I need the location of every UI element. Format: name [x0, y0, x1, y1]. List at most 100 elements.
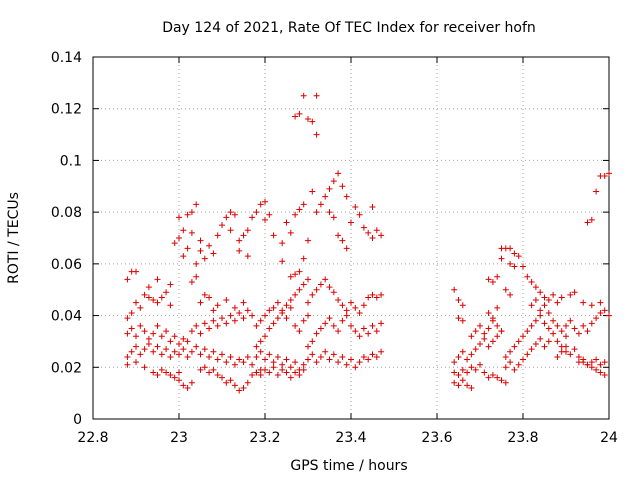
data-point	[270, 320, 277, 327]
data-point	[300, 201, 307, 208]
data-point	[188, 348, 195, 355]
data-point	[270, 364, 277, 371]
data-point	[167, 338, 174, 345]
data-point	[184, 245, 191, 252]
data-point	[352, 203, 359, 210]
data-point	[537, 307, 544, 314]
data-point	[537, 289, 544, 296]
data-point	[477, 341, 483, 348]
data-point	[494, 304, 501, 311]
data-point	[472, 366, 479, 373]
data-point	[150, 348, 157, 355]
data-point	[210, 348, 217, 355]
data-point	[550, 291, 557, 298]
data-point	[253, 322, 260, 329]
data-point	[240, 384, 247, 391]
data-point	[326, 356, 333, 363]
data-point	[305, 237, 311, 244]
data-point	[171, 240, 178, 247]
data-point	[593, 356, 600, 363]
data-point	[606, 312, 612, 319]
data-point	[133, 359, 139, 366]
data-point	[563, 322, 569, 329]
data-point	[580, 299, 587, 306]
data-point	[528, 346, 535, 353]
data-point	[537, 335, 544, 342]
data-point	[145, 294, 152, 301]
data-point	[137, 322, 144, 329]
data-point	[223, 359, 230, 366]
x-axis-label: GPS time / hours	[290, 458, 407, 474]
data-point	[274, 299, 281, 306]
y-tick-label: 0.1	[60, 153, 82, 169]
data-point	[223, 297, 230, 304]
data-point	[180, 335, 187, 342]
data-point	[593, 366, 600, 373]
axis-ticks: 22.8 23 23.2 23.4 23.6 23.8 24 0 0.02 0.04 0.06 0.0…	[51, 50, 618, 446]
data-point	[481, 330, 488, 337]
data-point	[558, 348, 565, 355]
data-point	[498, 255, 505, 262]
data-point	[455, 315, 462, 322]
data-point	[231, 211, 238, 218]
data-point	[588, 216, 595, 223]
data-point	[145, 284, 152, 291]
data-point	[133, 343, 139, 350]
data-point	[335, 297, 342, 304]
data-point	[485, 325, 492, 332]
data-point	[597, 369, 604, 376]
data-point	[292, 113, 299, 120]
data-point	[193, 201, 200, 208]
data-point	[558, 328, 565, 335]
data-point	[150, 369, 157, 376]
data-point	[253, 343, 260, 350]
data-point	[343, 245, 350, 252]
data-point	[365, 356, 372, 363]
data-point	[180, 382, 187, 389]
data-point	[317, 353, 324, 360]
data-point	[197, 330, 204, 337]
data-point	[322, 348, 329, 355]
data-point	[352, 328, 359, 335]
data-point	[171, 333, 178, 340]
data-point	[137, 351, 144, 358]
data-point	[520, 356, 526, 363]
data-point	[373, 353, 380, 360]
data-point	[558, 294, 565, 301]
data-point	[326, 315, 333, 322]
data-point	[575, 353, 582, 360]
data-point	[133, 299, 139, 306]
data-point	[257, 201, 264, 208]
y-tick-label: 0.04	[51, 309, 82, 325]
data-point	[515, 361, 522, 368]
data-point	[296, 328, 303, 335]
data-point	[133, 333, 139, 340]
data-point	[154, 299, 161, 306]
data-point	[352, 364, 359, 371]
data-point	[545, 297, 552, 304]
data-point	[167, 281, 174, 288]
data-point	[515, 338, 522, 345]
data-point	[309, 118, 316, 125]
data-point	[343, 193, 350, 200]
data-point	[597, 299, 604, 306]
data-point	[201, 364, 208, 371]
data-point	[545, 309, 552, 316]
data-point	[373, 227, 380, 234]
data-point	[219, 222, 225, 229]
data-point	[227, 209, 234, 216]
data-point	[313, 286, 320, 293]
data-point	[520, 333, 526, 340]
data-point	[455, 382, 462, 389]
data-point	[360, 302, 367, 309]
data-point	[528, 302, 535, 309]
data-points	[124, 92, 612, 394]
data-point	[313, 131, 320, 138]
data-point	[214, 322, 221, 329]
data-point	[511, 343, 518, 350]
data-point	[507, 359, 514, 366]
data-point	[339, 353, 346, 360]
data-point	[309, 351, 316, 358]
data-point	[541, 294, 548, 301]
data-point	[292, 291, 299, 298]
